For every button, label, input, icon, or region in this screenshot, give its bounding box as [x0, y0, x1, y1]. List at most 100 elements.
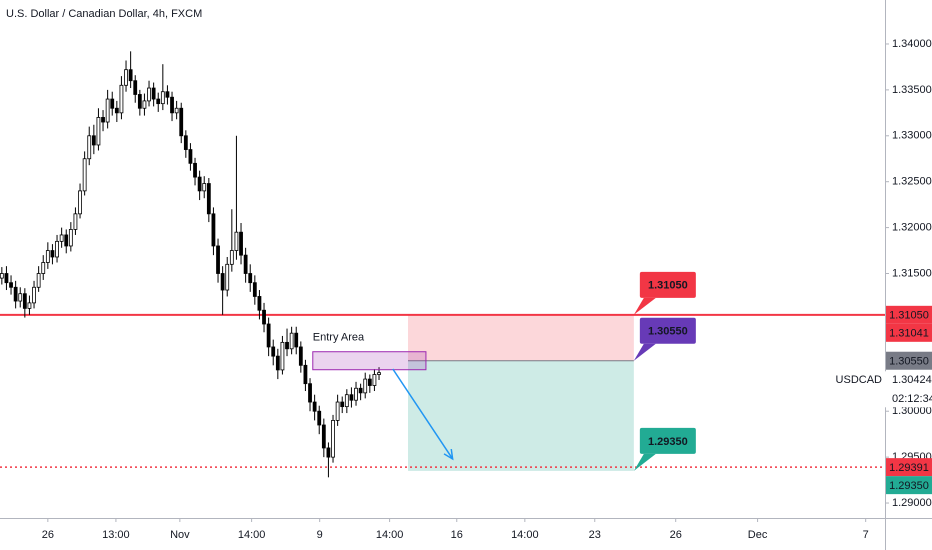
candle-body: [321, 424, 326, 449]
candle-body: [344, 394, 349, 408]
candle-body: [188, 149, 193, 164]
countdown: 02:12:34: [892, 393, 932, 405]
callout: [639, 271, 696, 298]
candle-body: [59, 234, 64, 242]
price-label: [886, 323, 932, 342]
price-label: [886, 476, 932, 495]
candle-body: [197, 176, 202, 192]
candle-body: [220, 273, 225, 291]
y-tick-label: 1.34000: [892, 38, 932, 50]
candle-body: [262, 309, 266, 325]
price-label-text: 1.29350: [889, 480, 929, 492]
candle-body: [294, 332, 299, 348]
candle-body: [110, 98, 115, 109]
y-tick-label: 1.32000: [892, 222, 932, 234]
candle-body: [179, 107, 184, 137]
price-label-text: 1.31050: [889, 310, 929, 322]
candle-body: [142, 100, 147, 109]
x-tick-label: 7: [863, 529, 869, 541]
candle-body: [266, 323, 271, 348]
candle-body: [211, 213, 216, 247]
callout-pointer: [633, 343, 656, 361]
candle-body: [22, 293, 27, 309]
price-label-text: 1.31041: [889, 328, 929, 340]
candle-body: [119, 84, 124, 114]
candle-body: [50, 250, 55, 258]
x-tick-label: 14:00: [376, 529, 404, 541]
x-tick-label: 23: [589, 529, 601, 541]
y-tick-label: 1.33500: [892, 84, 932, 96]
x-tick-label: 26: [42, 529, 54, 541]
x-tick-label: 13:00: [102, 529, 130, 541]
candle-body: [377, 372, 381, 375]
chart-title: U.S. Dollar / Canadian Dollar, 4h, FXCM: [6, 8, 202, 20]
x-tick-label: Nov: [170, 529, 190, 541]
last-price: 1.30424: [892, 374, 932, 386]
candle-body: [13, 286, 18, 302]
candle-body: [331, 420, 335, 458]
candle-body: [280, 341, 285, 371]
x-tick-label: 9: [317, 529, 323, 541]
y-tick-label: 1.33000: [892, 130, 932, 142]
candle-body: [326, 447, 331, 458]
candle-body: [257, 296, 262, 311]
candle-body: [124, 69, 128, 86]
candle-body: [147, 87, 151, 102]
x-tick-label: Dec: [748, 529, 768, 541]
candle-body: [27, 302, 32, 309]
callout: [639, 427, 696, 454]
candle-body: [151, 87, 156, 100]
symbol: USDCAD: [836, 374, 883, 386]
candle-body: [105, 98, 110, 123]
candle-body: [82, 158, 87, 192]
candle-body: [248, 273, 253, 284]
candle-body: [225, 263, 230, 291]
candle-body: [128, 69, 133, 82]
candle-body: [174, 107, 179, 114]
y-tick-label: 1.32500: [892, 176, 932, 188]
candle-body: [349, 394, 354, 401]
candle-body: [298, 346, 303, 366]
candle-body: [36, 273, 41, 288]
target-zone: [408, 360, 634, 471]
candle-body: [87, 135, 92, 160]
y-tick-label: 1.30000: [892, 405, 932, 417]
price-label-text: 1.29391: [889, 462, 929, 474]
candle-body: [335, 401, 340, 421]
candle-body: [275, 355, 280, 371]
candle-body: [308, 383, 312, 403]
candle-body: [285, 341, 289, 350]
y-tick-label: 1.29000: [892, 497, 932, 509]
arrow-head: [443, 448, 454, 461]
candle-body: [9, 282, 13, 288]
candle-body: [216, 245, 220, 274]
candle-body: [367, 378, 372, 386]
candle-body: [137, 94, 142, 109]
candle-body: [312, 401, 317, 412]
candle-body: [68, 229, 73, 247]
candle-body: [206, 183, 211, 215]
candle-body: [133, 80, 138, 95]
callout: [639, 317, 696, 344]
candle-body: [55, 240, 59, 258]
last-price-bg: [845, 371, 932, 408]
entry-area-label: Entry Area: [313, 332, 365, 344]
candle-body: [358, 387, 363, 394]
candle-body: [91, 135, 96, 146]
candle-body: [317, 410, 322, 426]
candle-body: [4, 273, 9, 284]
candle-body: [229, 250, 234, 265]
x-tick-label: 16: [451, 529, 463, 541]
candle-body: [289, 332, 294, 350]
x-tick-label: 14:00: [511, 529, 539, 541]
candle-body: [114, 107, 119, 114]
price-label: [886, 305, 932, 324]
x-tick-label: 14:00: [238, 529, 266, 541]
candle-body: [193, 162, 197, 178]
candle-body: [340, 401, 345, 408]
candle-body: [363, 378, 368, 394]
price-label-text: 1.30550: [889, 356, 929, 368]
price-label: [886, 458, 932, 477]
candle-body: [252, 282, 257, 297]
